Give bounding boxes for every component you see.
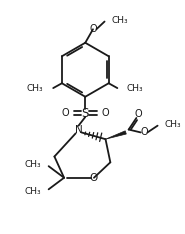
Text: CH₃: CH₃ (111, 16, 128, 25)
Text: O: O (140, 128, 148, 137)
Text: CH₃: CH₃ (24, 187, 41, 196)
Text: S: S (82, 107, 89, 120)
Text: O: O (90, 173, 98, 183)
Text: O: O (102, 108, 109, 118)
Text: CH₃: CH₃ (27, 84, 44, 93)
Text: N: N (75, 124, 82, 135)
Text: O: O (89, 24, 97, 34)
Polygon shape (105, 131, 126, 139)
Text: O: O (134, 109, 142, 119)
Text: O: O (61, 108, 69, 118)
Text: CH₃: CH₃ (24, 160, 41, 169)
Text: CH₃: CH₃ (127, 84, 144, 93)
Text: CH₃: CH₃ (164, 120, 181, 129)
